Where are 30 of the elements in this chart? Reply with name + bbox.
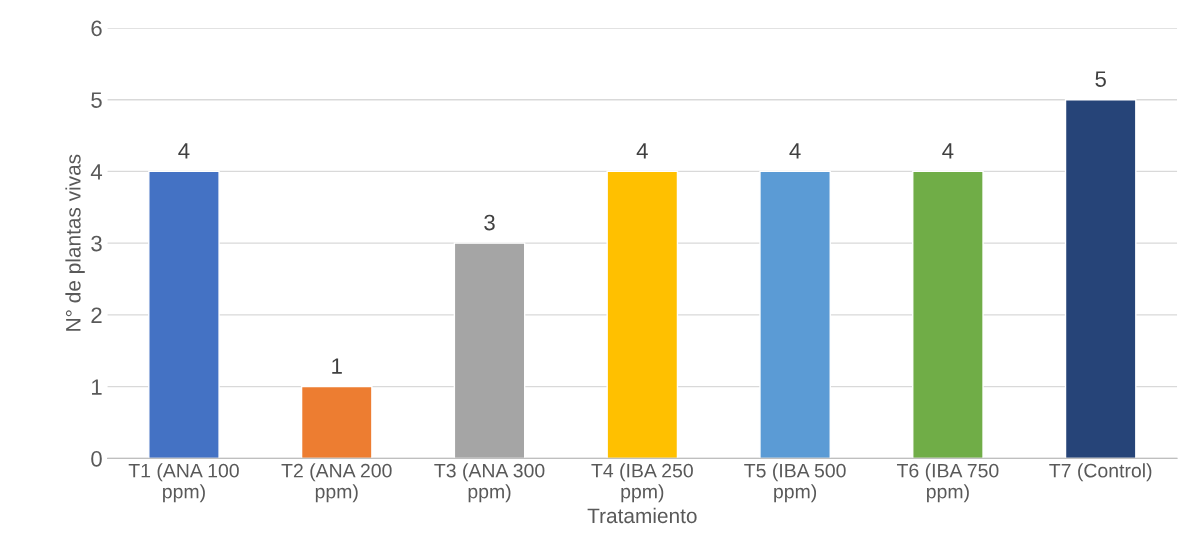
y-tick-label: 5	[91, 92, 102, 108]
x-tick-label: T5 (IBA 500 ppm)	[744, 463, 846, 503]
y-tick-label: 2	[91, 307, 102, 323]
y-axis-title: N° de plantas vivas	[65, 154, 85, 331]
x-tick-label: T7 (Control)	[1049, 463, 1152, 482]
x-tick-label: T3 (ANA 300 ppm)	[434, 463, 545, 503]
x-tick-label: T1 (ANA 100 ppm)	[128, 463, 239, 503]
data-label: 4	[178, 143, 190, 159]
x-tick-label: T4 (IBA 250 ppm)	[591, 463, 693, 503]
y-tick-label: 6	[91, 20, 102, 37]
y-tick-label: 0	[91, 450, 102, 467]
data-label: 4	[942, 143, 954, 159]
x-tick-label: T2 (ANA 200 ppm)	[281, 463, 392, 503]
data-label: 1	[332, 358, 342, 374]
bar	[912, 170, 984, 459]
bar	[1064, 98, 1137, 459]
bar	[453, 242, 526, 459]
data-label: 3	[484, 214, 495, 231]
data-label: 5	[1095, 71, 1106, 87]
y-tick-label: 3	[91, 235, 102, 252]
y-tick-label: 4	[90, 164, 103, 180]
bar	[300, 385, 373, 459]
x-axis-title: Tratamiento	[587, 507, 697, 524]
bar	[148, 170, 220, 459]
y-tick-label: 1	[92, 379, 102, 395]
bar	[606, 170, 679, 459]
x-tick-label: T6 (IBA 750 ppm)	[896, 463, 999, 503]
data-label: 4	[789, 143, 801, 159]
data-label: 4	[636, 143, 648, 159]
bar	[759, 170, 831, 459]
